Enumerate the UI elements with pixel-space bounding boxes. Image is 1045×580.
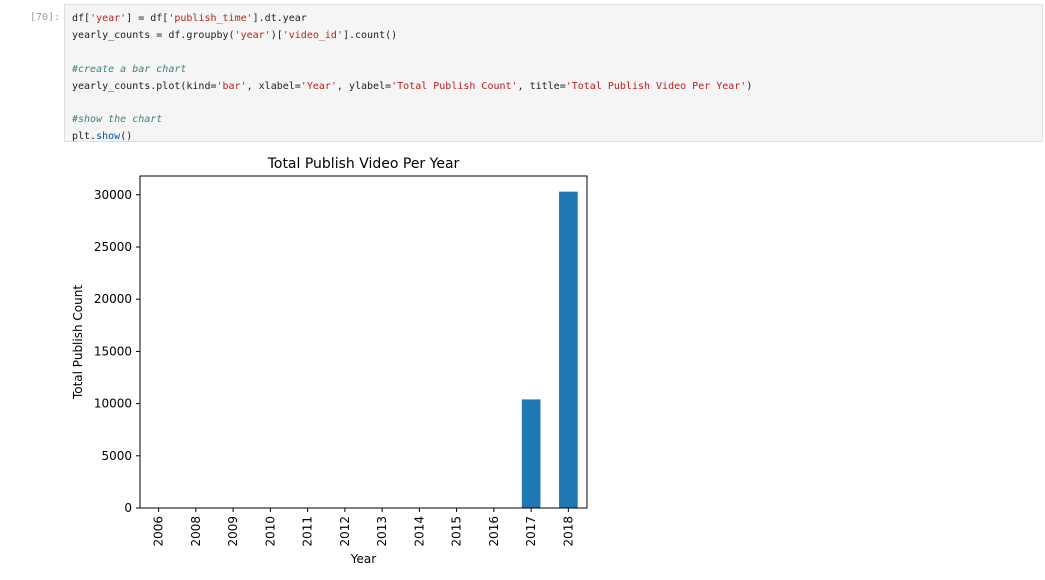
x-tick-label: 2016 bbox=[487, 516, 501, 547]
code-token: plt. bbox=[72, 131, 97, 143]
code-token: () bbox=[120, 131, 133, 143]
chart-title: Total Publish Video Per Year bbox=[267, 156, 460, 172]
y-axis-label: Total Publish Count bbox=[71, 285, 85, 400]
code-cell-input[interactable]: df['year'] = df['publish_time'].dt.year … bbox=[64, 4, 1043, 142]
code-token: show bbox=[96, 131, 121, 143]
x-tick-label: 2013 bbox=[375, 516, 389, 547]
code-token: 'Total Publish Video Per Year' bbox=[565, 80, 747, 92]
code-editor[interactable]: df['year'] = df['publish_time'].dt.year … bbox=[72, 11, 752, 146]
x-tick-label: 2010 bbox=[263, 516, 277, 547]
code-token: 'bar' bbox=[216, 80, 247, 92]
code-token: , title= bbox=[517, 80, 566, 92]
axes-frame bbox=[139, 175, 588, 509]
code-token: yearly_counts = df.groupby( bbox=[72, 29, 235, 41]
code-line: #show the chart bbox=[72, 114, 162, 125]
code-token: df[ bbox=[72, 13, 91, 24]
code-token: 'year' bbox=[90, 13, 127, 24]
y-tick-label: 15000 bbox=[94, 344, 132, 358]
y-tick-label: 10000 bbox=[94, 397, 132, 411]
code-token: )[ bbox=[270, 29, 283, 41]
bar bbox=[521, 399, 541, 508]
cell-prompt: [70]: bbox=[30, 12, 61, 23]
code-token: ] = df[ bbox=[126, 13, 169, 24]
code-token: 'video_id' bbox=[282, 29, 343, 41]
code-token: , ylabel= bbox=[336, 80, 392, 92]
y-tick-label: 25000 bbox=[94, 240, 132, 254]
x-tick-label: 2014 bbox=[412, 516, 426, 547]
code-line: #create a bar chart bbox=[72, 64, 186, 75]
code-token: ].dt.year bbox=[252, 13, 307, 24]
code-line: yearly_counts.plot(kind='bar', xlabel='Y… bbox=[72, 81, 752, 92]
code-token: #show the chart bbox=[72, 114, 163, 126]
y-tick-label: 30000 bbox=[94, 188, 132, 202]
code-line: yearly_counts = df.groupby('year')['vide… bbox=[72, 30, 397, 41]
x-tick-label: 2018 bbox=[561, 516, 575, 547]
y-tick-label: 5000 bbox=[101, 449, 132, 463]
x-tick-label: 2006 bbox=[152, 516, 166, 547]
code-token: , xlabel= bbox=[246, 80, 301, 92]
x-tick-label: 2015 bbox=[450, 516, 464, 547]
x-tick-label: 2012 bbox=[338, 516, 352, 547]
code-line: df['year'] = df['publish_time'].dt.year bbox=[72, 13, 307, 24]
y-tick-label: 20000 bbox=[94, 292, 132, 306]
x-tick-label: 2011 bbox=[301, 516, 315, 547]
x-axis-label: Year bbox=[350, 552, 376, 566]
code-token: ].count() bbox=[342, 29, 398, 41]
bar-chart: 0 5000 10000 15000 20000 25000 30000 2006 2008 20… bbox=[71, 156, 588, 566]
y-tick-label: 0 bbox=[124, 501, 132, 515]
code-token: 'publish_time' bbox=[168, 13, 253, 24]
cell-output: 0 5000 10000 15000 20000 25000 30000 2006 2008 20… bbox=[64, 146, 624, 576]
code-token: ) bbox=[746, 80, 753, 92]
code-line: plt.show() bbox=[72, 131, 132, 142]
code-token: 'Total Publish Count' bbox=[391, 80, 518, 92]
x-tick-label: 2009 bbox=[226, 516, 240, 547]
bar bbox=[559, 191, 578, 508]
code-token: yearly_counts.plot(kind= bbox=[72, 80, 217, 92]
x-tick-label: 2008 bbox=[189, 516, 203, 547]
code-token: 'Year' bbox=[300, 80, 337, 92]
code-token: 'year' bbox=[234, 29, 271, 41]
code-token: #create a bar chart bbox=[72, 63, 187, 75]
x-tick-label: 2017 bbox=[524, 516, 538, 547]
